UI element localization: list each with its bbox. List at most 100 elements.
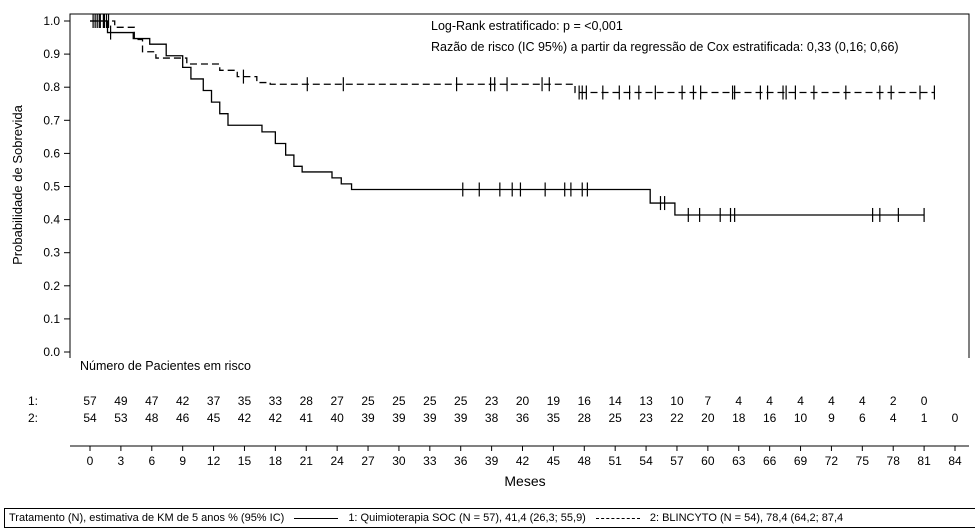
risk-count: 42 xyxy=(176,394,190,408)
y-tick-label: 0.4 xyxy=(43,213,60,227)
risk-count: 39 xyxy=(361,411,375,425)
risk-count: 49 xyxy=(114,394,128,408)
risk-count: 28 xyxy=(578,411,592,425)
risk-count: 25 xyxy=(361,394,375,408)
x-tick-label: 21 xyxy=(300,454,314,468)
risk-count: 25 xyxy=(423,394,437,408)
x-tick-label: 27 xyxy=(361,454,375,468)
x-tick-label: 0 xyxy=(87,454,94,468)
risk-row-label: 2: xyxy=(28,411,38,425)
hazard-ratio-annotation: Razão de risco (IC 95%) a partir da regr… xyxy=(431,40,899,54)
risk-count: 25 xyxy=(454,394,468,408)
risk-count: 54 xyxy=(83,411,97,425)
risk-count: 22 xyxy=(670,411,684,425)
risk-count: 20 xyxy=(701,411,715,425)
risk-count: 42 xyxy=(238,411,252,425)
risk-count: 45 xyxy=(207,411,221,425)
x-tick-label: 3 xyxy=(118,454,125,468)
legend-line-dashed xyxy=(595,517,640,519)
risk-count: 57 xyxy=(83,394,97,408)
legend-item-2: 2: BLINCYTO (N = 54), 78,4 (64,2; 87,4 xyxy=(649,512,844,524)
x-tick-label: 36 xyxy=(454,454,468,468)
risk-count: 46 xyxy=(176,411,190,425)
x-axis-label: Meses xyxy=(504,473,545,489)
risk-count: 39 xyxy=(454,411,468,425)
x-tick-label: 54 xyxy=(639,454,653,468)
x-tick-label: 81 xyxy=(917,454,931,468)
y-tick-label: 0.8 xyxy=(43,80,60,94)
risk-count: 42 xyxy=(269,411,283,425)
risk-count: 9 xyxy=(828,411,835,425)
risk-count: 23 xyxy=(639,411,653,425)
risk-count: 27 xyxy=(330,394,344,408)
risk-count: 40 xyxy=(330,411,344,425)
risk-table: Número de Pacientes em risco 1: 57 49 47 42 3… xyxy=(28,359,959,425)
risk-count: 19 xyxy=(547,394,561,408)
legend-box: Tratamento (N), estimativa de KM de 5 an… xyxy=(4,508,975,528)
risk-count: 28 xyxy=(300,394,314,408)
x-tick-label: 75 xyxy=(856,454,870,468)
x-tick-label: 69 xyxy=(794,454,808,468)
y-tick-label: 0.6 xyxy=(43,146,60,160)
x-tick-label: 66 xyxy=(763,454,777,468)
risk-count: 4 xyxy=(735,394,742,408)
x-tick-label: 39 xyxy=(485,454,499,468)
logrank-annotation: Log-Rank estratificado: p = <0,001 xyxy=(431,19,623,33)
y-tick-label: 0.9 xyxy=(43,47,60,61)
x-tick-label: 60 xyxy=(701,454,715,468)
x-tick-label: 72 xyxy=(825,454,839,468)
survival-curves xyxy=(90,14,936,222)
risk-count: 20 xyxy=(516,394,530,408)
risk-count: 10 xyxy=(794,411,808,425)
risk-count: 16 xyxy=(578,394,592,408)
plot-frame xyxy=(69,13,970,358)
risk-count: 10 xyxy=(670,394,684,408)
risk-count: 4 xyxy=(766,394,773,408)
risk-count: 33 xyxy=(269,394,283,408)
risk-count: 6 xyxy=(859,411,866,425)
risk-count: 4 xyxy=(859,394,866,408)
risk-count: 36 xyxy=(516,411,530,425)
y-tick-label: 0.3 xyxy=(43,246,60,260)
risk-count: 4 xyxy=(797,394,804,408)
risk-count: 1 xyxy=(921,411,928,425)
annotations: Log-Rank estratificado: p = <0,001 Razão… xyxy=(431,19,899,54)
x-tick-label: 42 xyxy=(516,454,530,468)
risk-count: 4 xyxy=(828,394,835,408)
y-tick-label: 0.7 xyxy=(43,113,60,127)
risk-count: 53 xyxy=(114,411,128,425)
risk-count: 48 xyxy=(145,411,159,425)
y-tick-label: 0.5 xyxy=(43,180,60,194)
x-tick-label: 12 xyxy=(207,454,221,468)
legend-line-solid xyxy=(294,517,339,519)
risk-count: 25 xyxy=(608,411,622,425)
x-tick-label: 30 xyxy=(392,454,406,468)
risk-table-title: Número de Pacientes em risco xyxy=(80,359,251,373)
risk-count: 2 xyxy=(890,394,897,408)
risk-count: 4 xyxy=(890,411,897,425)
risk-count: 13 xyxy=(639,394,653,408)
risk-count: 25 xyxy=(392,394,406,408)
risk-count: 37 xyxy=(207,394,221,408)
risk-count: 18 xyxy=(732,411,746,425)
x-tick-label: 45 xyxy=(547,454,561,468)
x-tick-label: 18 xyxy=(269,454,283,468)
risk-row-label: 1: xyxy=(28,394,38,408)
x-tick-label: 63 xyxy=(732,454,746,468)
y-axis-label: Probabilidade de Sobrevida xyxy=(10,104,25,264)
risk-count: 39 xyxy=(392,411,406,425)
x-tick-label: 6 xyxy=(148,454,155,468)
y-tick-label: 0.1 xyxy=(43,312,60,326)
risk-count: 41 xyxy=(300,411,314,425)
y-tick-label: 1.0 xyxy=(43,14,60,28)
survival-curve-2 xyxy=(90,20,935,94)
x-tick-label: 9 xyxy=(179,454,186,468)
x-tick-label: 15 xyxy=(238,454,252,468)
x-axis: 0 3 6 9 12 15 18 21 24 27 30 33 36 39 42 45 48 51 54 57 60 63… xyxy=(70,445,969,468)
risk-count: 23 xyxy=(485,394,499,408)
risk-count: 39 xyxy=(423,411,437,425)
y-tick-label: 0.0 xyxy=(43,345,60,359)
x-tick-label: 84 xyxy=(948,454,962,468)
risk-count: 35 xyxy=(238,394,252,408)
x-tick-label: 33 xyxy=(423,454,437,468)
